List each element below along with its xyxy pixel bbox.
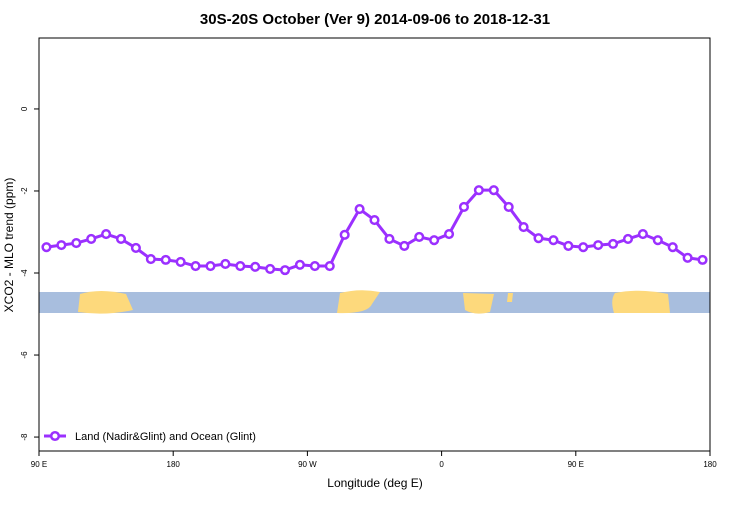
- land-ocean-map: [39, 290, 710, 314]
- data-point: [548, 235, 559, 246]
- data-point: [637, 228, 648, 240]
- data-point: [593, 240, 604, 251]
- data-point: [369, 215, 380, 226]
- data-point: [533, 233, 544, 244]
- data-point: [667, 242, 678, 253]
- x-tick-label: 0: [439, 460, 444, 469]
- data-point: [578, 242, 589, 253]
- data-point: [101, 228, 112, 240]
- legend-marker: [49, 430, 61, 442]
- data-point: [41, 242, 52, 253]
- data-point: [190, 260, 201, 272]
- data-point: [220, 258, 231, 270]
- chart-title: 30S-20S October (Ver 9) 2014-09-06 to 20…: [200, 11, 550, 28]
- data-point: [160, 254, 171, 265]
- data-point: [339, 229, 350, 240]
- y-tick-label: -2: [20, 187, 29, 195]
- data-point: [652, 235, 663, 246]
- data-point: [399, 240, 410, 251]
- data-point: [682, 252, 693, 263]
- data-point: [414, 231, 425, 242]
- data-point: [444, 228, 455, 240]
- y-tick-label: 0: [20, 106, 29, 111]
- x-tick-label: 180: [167, 460, 181, 469]
- data-point: [130, 242, 141, 254]
- data-point: [697, 254, 708, 265]
- data-point: [56, 240, 67, 251]
- x-tick-label: 90 W: [298, 460, 317, 469]
- data-point: [279, 265, 291, 276]
- data-point: [205, 260, 216, 272]
- data-point: [622, 233, 634, 245]
- data-point: [518, 222, 529, 233]
- data-point: [608, 238, 619, 249]
- y-tick-label: -8: [20, 433, 29, 441]
- data-point: [71, 238, 82, 249]
- data-point: [473, 185, 484, 196]
- data-point: [309, 260, 320, 272]
- plot-frame: [38, 37, 711, 452]
- data-point: [86, 233, 97, 245]
- data-point: [294, 259, 305, 270]
- series-line: [46, 188, 703, 272]
- legend-label: Land (Nadir&Glint) and Ocean (Glint): [75, 431, 256, 443]
- x-tick-label: 180: [703, 460, 717, 469]
- data-point: [265, 263, 276, 274]
- x-tick-label: 90 E: [31, 460, 47, 469]
- data-point: [458, 201, 470, 213]
- x-tick-label: 90 E: [568, 460, 584, 469]
- data-point: [563, 240, 574, 251]
- y-tick-label: -6: [20, 351, 29, 359]
- data-point: [384, 233, 395, 245]
- data-point: [235, 260, 246, 272]
- data-point: [354, 203, 365, 215]
- data-point: [503, 201, 514, 213]
- data-point: [115, 233, 127, 245]
- data-point: [145, 254, 156, 265]
- x-axis-label: Longitude (deg E): [327, 476, 422, 490]
- y-tick-label: -4: [20, 269, 29, 277]
- data-point: [175, 256, 186, 267]
- data-point: [250, 261, 261, 272]
- data-point: [488, 185, 499, 196]
- y-axis-label: XCO2 - MLO trend (ppm): [2, 178, 16, 313]
- data-point: [324, 260, 335, 272]
- data-point: [429, 235, 440, 246]
